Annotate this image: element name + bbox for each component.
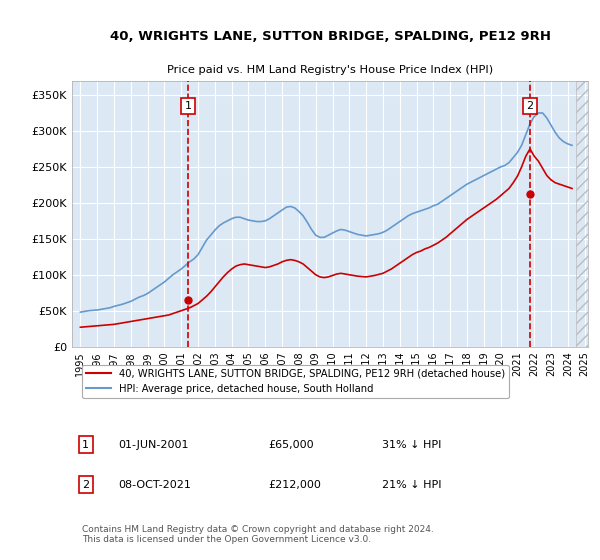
Text: 31% ↓ HPI: 31% ↓ HPI	[382, 440, 441, 450]
Text: 01-JUN-2001: 01-JUN-2001	[118, 440, 189, 450]
Text: 2: 2	[82, 479, 89, 489]
Text: £212,000: £212,000	[268, 479, 321, 489]
Text: 2: 2	[526, 101, 533, 111]
Text: 21% ↓ HPI: 21% ↓ HPI	[382, 479, 441, 489]
Text: Contains HM Land Registry data © Crown copyright and database right 2024.
This d: Contains HM Land Registry data © Crown c…	[82, 525, 434, 544]
Legend: 40, WRIGHTS LANE, SUTTON BRIDGE, SPALDING, PE12 9RH (detached house), HPI: Avera: 40, WRIGHTS LANE, SUTTON BRIDGE, SPALDIN…	[82, 365, 509, 398]
Text: 40, WRIGHTS LANE, SUTTON BRIDGE, SPALDING, PE12 9RH: 40, WRIGHTS LANE, SUTTON BRIDGE, SPALDIN…	[110, 30, 551, 43]
Text: 08-OCT-2021: 08-OCT-2021	[118, 479, 191, 489]
Text: £65,000: £65,000	[268, 440, 314, 450]
Text: 1: 1	[185, 101, 192, 111]
Text: 1: 1	[82, 440, 89, 450]
Text: Price paid vs. HM Land Registry's House Price Index (HPI): Price paid vs. HM Land Registry's House …	[167, 65, 493, 74]
